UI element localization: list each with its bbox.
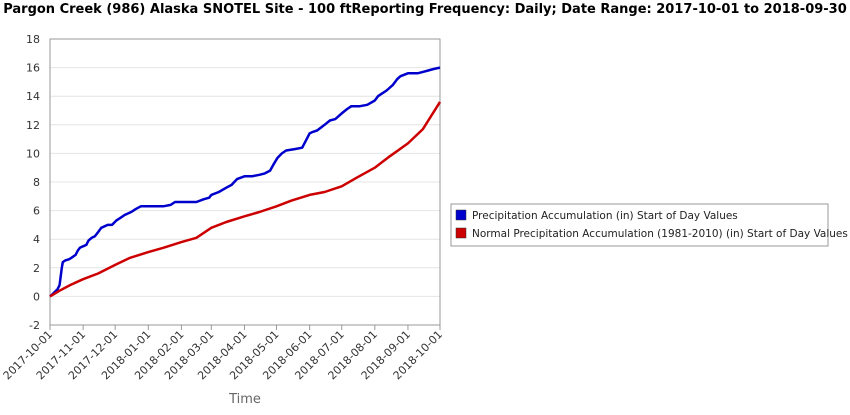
y-tick-label: 18 (26, 33, 40, 46)
grid-lines (50, 38, 440, 326)
series-group (49, 66, 442, 298)
y-tick-label: 2 (33, 262, 40, 275)
series-line-1 (49, 66, 441, 298)
series-line-2 (49, 101, 442, 298)
legend: Precipitation Accumulation (in) Start of… (450, 203, 848, 247)
x-axis-title: Time (228, 392, 261, 407)
chart-title: Pargon Creek (986) Alaska SNOTEL Site - … (3, 2, 847, 17)
legend-label-2: Normal Precipitation Accumulation (1981-… (472, 228, 848, 240)
x-axis: 2017-10-012017-11-012017-12-012018-01-01… (1, 325, 445, 382)
y-tick-label: 10 (26, 147, 40, 160)
y-tick-label: 4 (33, 233, 40, 246)
y-tick-label: 8 (33, 176, 40, 189)
legend-swatch-1 (455, 209, 467, 221)
legend-label-1: Precipitation Accumulation (in) Start of… (472, 210, 738, 222)
y-tick-label: 6 (33, 205, 40, 218)
legend-box (450, 203, 829, 247)
y-tick-label: 12 (26, 119, 40, 132)
y-tick-label: 16 (26, 62, 40, 75)
y-tick-label: 0 (33, 290, 40, 303)
y-axis: -2 0 2 4 6 8 10 12 14 16 18 (26, 33, 40, 332)
y-tick-label: 14 (26, 90, 40, 103)
y-tick-label: -2 (29, 319, 40, 332)
legend-swatch-2 (455, 227, 467, 239)
plot-frame (49, 38, 441, 326)
